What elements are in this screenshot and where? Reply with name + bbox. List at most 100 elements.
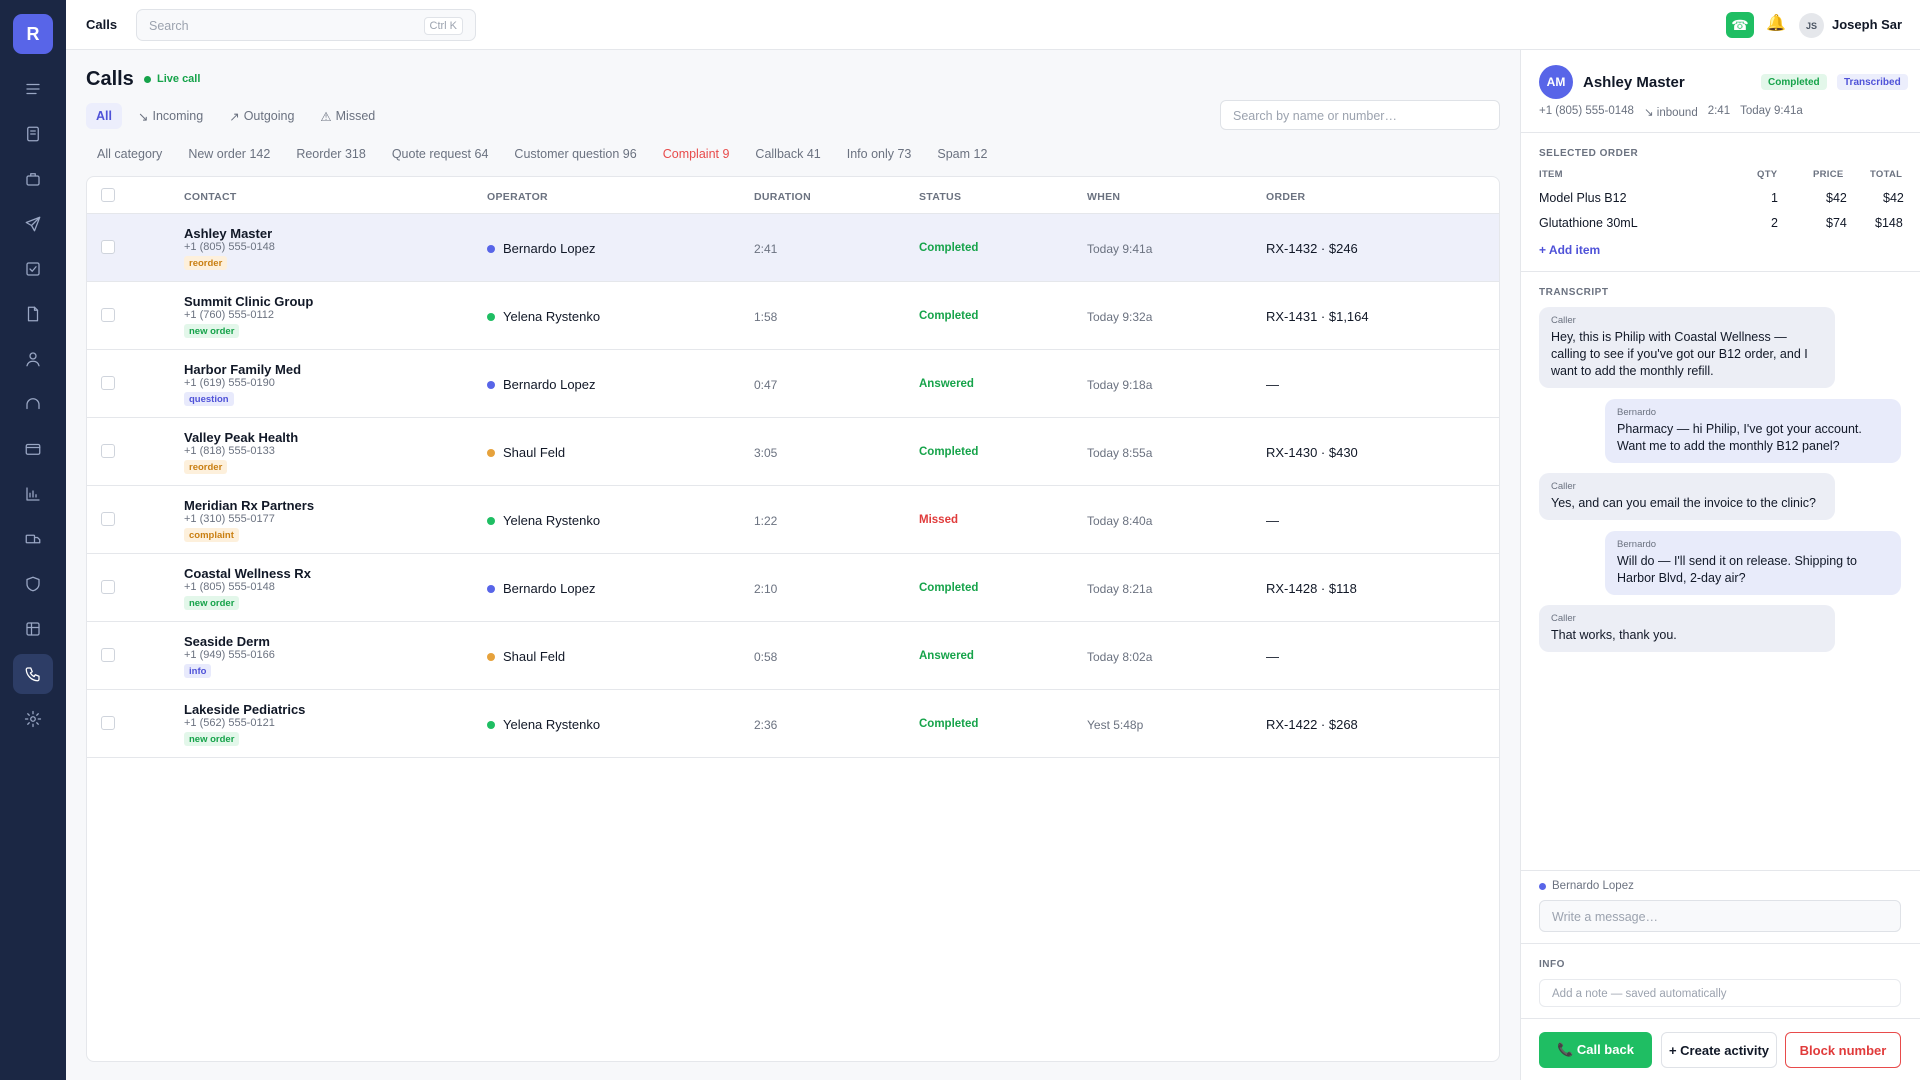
table-row[interactable]: Harbor Family Med +1 (619) 555-0190 questi…	[87, 350, 1499, 418]
contact-phone: +1 (949) 555-0166	[184, 649, 275, 661]
note-input[interactable]: Add a note — saved automatically	[1539, 979, 1901, 1007]
row-checkbox[interactable]	[101, 444, 115, 458]
briefcase-icon[interactable]	[13, 159, 53, 199]
block-number-button[interactable]: Block number	[1785, 1032, 1901, 1068]
row-checkbox[interactable]	[101, 716, 115, 730]
user-icon[interactable]	[13, 339, 53, 379]
row-checkbox[interactable]	[101, 240, 115, 254]
operator-name: Shaul Feld	[503, 445, 566, 460]
checkbox-icon[interactable]	[13, 249, 53, 289]
table-icon[interactable]	[13, 609, 53, 649]
speaker-label: Bernardo	[1617, 407, 1657, 418]
table-row[interactable]: Meridian Rx Partners +1 (310) 555-0177 com…	[87, 486, 1499, 554]
order-ref[interactable]: RX-1431 · $1,164	[1266, 309, 1369, 324]
column-operator[interactable]: OPERATOR	[487, 191, 548, 203]
calls-search-input[interactable]: Search by name or number…	[1220, 100, 1500, 130]
operator-name: Bernardo Lopez	[503, 241, 596, 256]
table-row[interactable]: Valley Peak Health +1 (818) 555-0133 reord…	[87, 418, 1499, 486]
order-ref[interactable]: RX-1422 · $268	[1266, 717, 1358, 732]
section-title: SELECTED ORDER	[1539, 148, 1639, 159]
row-checkbox[interactable]	[101, 648, 115, 662]
tab-incoming[interactable]: ↘ Incoming	[128, 103, 213, 129]
send-icon[interactable]	[13, 204, 53, 244]
call-tabs: All ↘ Incoming ↗ Outgoing ⚠ Missed	[86, 103, 385, 129]
category-customer-question[interactable]: Customer question 96	[514, 147, 637, 161]
operator-name: Bernardo Lopez	[503, 377, 596, 392]
transcript-message: Caller Hey, this is Philip with Coastal …	[1539, 307, 1835, 388]
order-ref[interactable]: —	[1266, 649, 1279, 664]
file-icon[interactable]	[13, 294, 53, 334]
operator-name: Yelena Rystenko	[503, 513, 601, 528]
tab-all[interactable]: All	[86, 103, 122, 129]
category-filter: All category New order 142 Reorder 318 Q…	[86, 143, 998, 165]
tab-label: All	[96, 109, 112, 123]
row-checkbox[interactable]	[101, 308, 115, 322]
menu-icon[interactable]	[13, 69, 53, 109]
message-text: Hey, this is Philip with Coastal Wellnes…	[1551, 330, 1808, 378]
contact-name: Ashley Master	[184, 226, 273, 241]
incoming-arrow-icon: ↘	[137, 109, 149, 124]
tab-missed[interactable]: ⚠ Missed	[310, 103, 385, 129]
contact-phone: +1 (818) 555-0133	[184, 445, 275, 457]
order-ref[interactable]: —	[1266, 377, 1279, 392]
bell-icon[interactable]: 🔔	[1766, 15, 1786, 32]
status-badge: Answered	[919, 650, 974, 662]
category-complaint[interactable]: Complaint 9	[662, 147, 730, 161]
global-search-input[interactable]: Search Ctrl K	[136, 9, 476, 41]
table-row[interactable]: Seaside Derm +1 (949) 555-0166 info Shaul F…	[87, 622, 1499, 690]
order-col-total: TOTAL	[1870, 169, 1903, 180]
table-row[interactable]: Summit Clinic Group +1 (760) 555-0112 new …	[87, 282, 1499, 350]
document-icon[interactable]	[13, 114, 53, 154]
message-input[interactable]: Write a message…	[1539, 900, 1901, 932]
column-when[interactable]: WHEN	[1087, 191, 1121, 203]
call-time: Today 8:55a	[1087, 446, 1153, 460]
avatar[interactable]: JS	[1799, 13, 1824, 38]
category-info-only[interactable]: Info only 73	[846, 147, 912, 161]
shield-icon[interactable]	[13, 564, 53, 604]
category-spam[interactable]: Spam 12	[937, 147, 988, 161]
message-text: Pharmacy — hi Philip, I've got your acco…	[1617, 422, 1862, 453]
table-row[interactable]: Ashley Master +1 (805) 555-0148 reorder Ber…	[87, 214, 1499, 282]
status-badge: Completed	[1761, 74, 1827, 90]
phone-status-icon[interactable]: ☎	[1726, 12, 1754, 38]
tab-label: Missed	[335, 109, 376, 123]
row-checkbox[interactable]	[101, 376, 115, 390]
column-contact[interactable]: CONTACT	[184, 191, 237, 203]
column-status[interactable]: STATUS	[919, 191, 962, 203]
table-row[interactable]: Coastal Wellness Rx +1 (805) 555-0148 new …	[87, 554, 1499, 622]
calls-table: CONTACT OPERATOR DURATION STATUS WHEN OR…	[86, 176, 1500, 1062]
category-callback[interactable]: Callback 41	[755, 147, 821, 161]
headset-icon[interactable]	[13, 384, 53, 424]
table-row[interactable]: Lakeside Pediatrics +1 (562) 555-0121 new …	[87, 690, 1499, 758]
order-ref[interactable]: RX-1430 · $430	[1266, 445, 1358, 460]
sidebar: R	[0, 0, 66, 1080]
select-all-checkbox[interactable]	[101, 188, 115, 202]
live-call-indicator[interactable]: Live call	[144, 73, 200, 85]
order-ref[interactable]: —	[1266, 513, 1279, 528]
category-quote-request[interactable]: Quote request 64	[391, 147, 489, 161]
truck-icon[interactable]	[13, 519, 53, 559]
app-logo[interactable]: R	[13, 14, 53, 54]
column-order[interactable]: ORDER	[1266, 191, 1306, 203]
call-back-button[interactable]: 📞 Call back	[1539, 1032, 1652, 1068]
category-tag: info	[184, 664, 212, 678]
add-item-button[interactable]: + Add item	[1539, 243, 1601, 257]
user-name[interactable]: Joseph Sar	[1832, 17, 1903, 32]
column-duration[interactable]: DURATION	[754, 191, 812, 203]
row-checkbox[interactable]	[101, 512, 115, 526]
order-ref[interactable]: RX-1428 · $118	[1266, 581, 1357, 596]
phone-icon[interactable]	[13, 654, 53, 694]
card-icon[interactable]	[13, 429, 53, 469]
create-activity-button[interactable]: + Create activity	[1661, 1032, 1777, 1068]
call-duration: 2:10	[754, 582, 778, 596]
chart-icon[interactable]	[13, 474, 53, 514]
settings-icon[interactable]	[13, 699, 53, 739]
category-reorder[interactable]: Reorder 318	[296, 147, 366, 161]
category-new-order[interactable]: New order 142	[188, 147, 271, 161]
category-all[interactable]: All category	[97, 147, 163, 161]
order-ref[interactable]: RX-1432 · $246	[1266, 241, 1358, 256]
tab-outgoing[interactable]: ↗ Outgoing	[219, 103, 304, 129]
order-item-price: $74	[1826, 216, 1847, 230]
row-checkbox[interactable]	[101, 580, 115, 594]
top-bar: Calls Search Ctrl K ☎ 🔔 JS Joseph Sar	[66, 0, 1920, 50]
